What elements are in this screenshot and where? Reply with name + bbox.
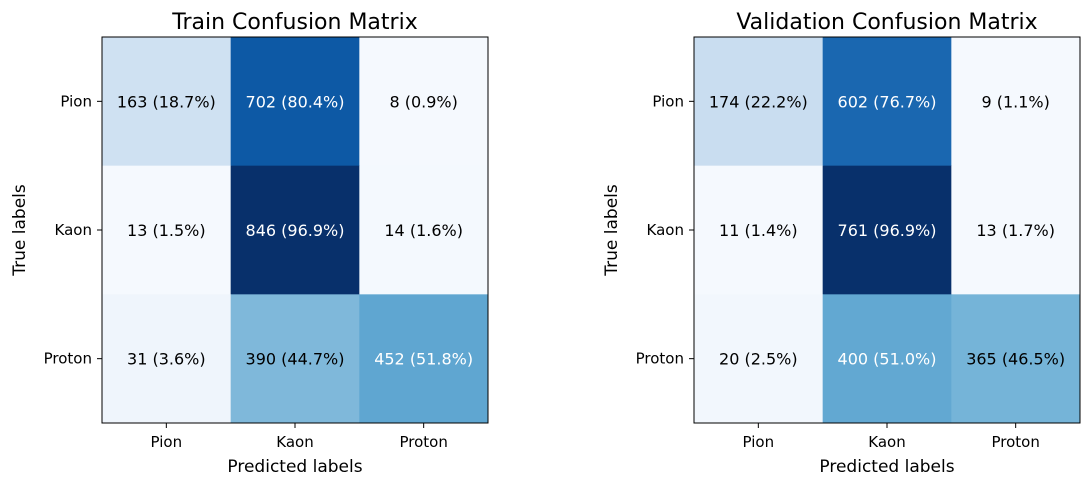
cell-value-label: 390 (44.7%) (246, 350, 345, 369)
x-axis-label: Predicted labels (819, 457, 954, 477)
cell-value-label: 846 (96.9%) (246, 221, 345, 240)
cell-value-label: 9 (1.1%) (981, 92, 1049, 111)
x-tick-label: Proton (399, 433, 447, 451)
cell-value-label: 365 (46.5%) (966, 350, 1065, 369)
cell-value-label: 702 (80.4%) (246, 92, 345, 111)
confusion-matrix-panel: Validation Confusion Matrix 174 (22.2%) 60… (602, 10, 1081, 477)
y-tick-label: Proton (636, 350, 684, 368)
cell-value-label: 13 (1.5%) (127, 221, 206, 240)
y-tick-label: Pion (60, 92, 92, 110)
cell-value-label: 452 (51.8%) (374, 350, 473, 369)
cell-value-label: 8 (0.9%) (389, 92, 457, 111)
chart-title: Train Confusion Matrix (171, 10, 417, 35)
cell-value-label: 163 (18.7%) (117, 92, 216, 111)
cell-value-label: 174 (22.2%) (709, 92, 808, 111)
cell-value-label: 13 (1.7%) (976, 221, 1055, 240)
cell-value-label: 20 (2.5%) (719, 350, 798, 369)
cell-value-label: 31 (3.6%) (127, 350, 206, 369)
cell-value-label: 11 (1.4%) (719, 221, 798, 240)
x-tick-label: Kaon (276, 433, 313, 451)
cell-value-label: 400 (51.0%) (838, 350, 937, 369)
y-tick-label: Kaon (647, 221, 684, 239)
y-tick-label: Proton (44, 350, 92, 368)
x-tick-label: Kaon (868, 433, 905, 451)
x-axis-label: Predicted labels (227, 457, 362, 477)
cell-value-label: 761 (96.9%) (838, 221, 937, 240)
chart-title: Validation Confusion Matrix (736, 10, 1037, 35)
x-tick-label: Pion (151, 433, 183, 451)
confusion-matrix-panel: Train Confusion Matrix 163 (18.7%) 702 (80… (10, 10, 489, 477)
x-tick-label: Pion (743, 433, 775, 451)
cell-value-label: 602 (76.7%) (838, 92, 937, 111)
x-tick-label: Proton (991, 433, 1039, 451)
y-axis-label: True labels (602, 184, 622, 277)
cell-value-label: 14 (1.6%) (384, 221, 463, 240)
y-tick-label: Kaon (55, 221, 92, 239)
y-tick-label: Pion (652, 92, 684, 110)
y-axis-label: True labels (10, 184, 30, 277)
